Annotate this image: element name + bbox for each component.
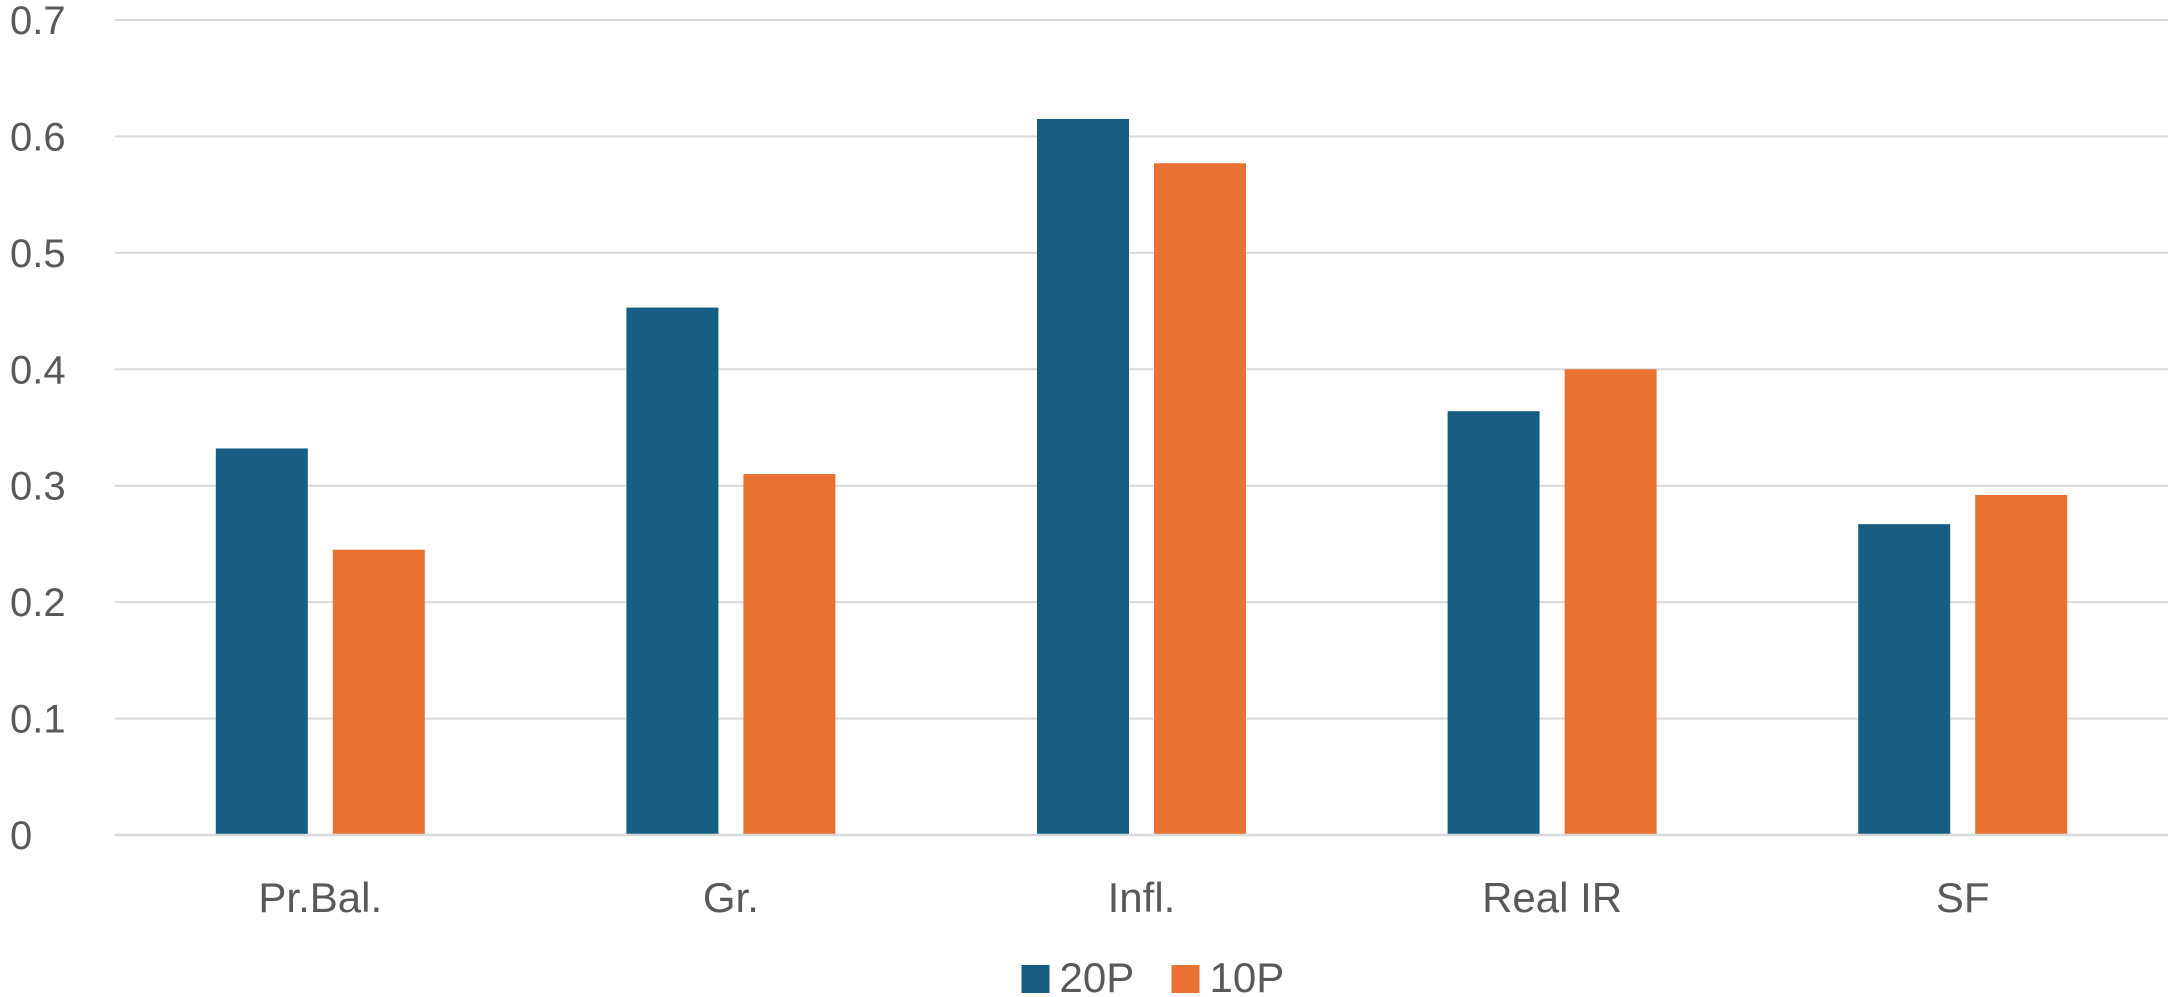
y-tick-label: 0.3 [10,465,66,509]
y-tick-label: 0.4 [10,348,66,392]
bar-20P-pr-bal- [215,448,308,835]
x-category-label: SF [1936,874,1990,921]
bar-10P-infl- [1154,163,1246,835]
bar-20P-real-ir [1447,411,1540,835]
x-category-label: Infl. [1108,874,1176,921]
gridlines [115,19,2168,720]
bar-10P-gr- [743,474,836,835]
y-tick-label: 0.1 [10,698,66,742]
x-category-label: Pr.Bal. [258,874,382,921]
x-category-label: Real IR [1482,874,1622,921]
y-axis-tick-labels: 0 0.1 0.2 0.3 0.4 0.5 0.6 0.7 [10,0,66,858]
y-tick-label: 0.5 [10,232,66,276]
legend-label-10P: 10P [1210,954,1285,997]
bar-10P-real-ir [1564,369,1657,835]
y-tick-label: 0.6 [10,115,66,159]
legend-label-20P: 20P [1060,954,1135,997]
legend-swatch-20P [1021,965,1050,993]
bars [215,118,2068,835]
bar-10P-sf [1975,495,2068,835]
bar-20P-infl- [1037,118,1129,835]
bar-10P-pr-bal- [332,549,425,835]
bar-20P-gr- [626,307,719,835]
y-tick-label: 0 [10,814,32,858]
x-axis-category-labels: Pr.Bal. Gr. Infl. Real IR SF [258,874,1989,921]
bar-20P-sf [1858,524,1951,835]
legend-swatch-10P [1171,965,1200,993]
x-category-label: Gr. [703,874,759,921]
y-tick-label: 0.7 [10,0,66,43]
legend: 20P 10P [1021,954,1285,997]
y-tick-label: 0.2 [10,581,66,625]
